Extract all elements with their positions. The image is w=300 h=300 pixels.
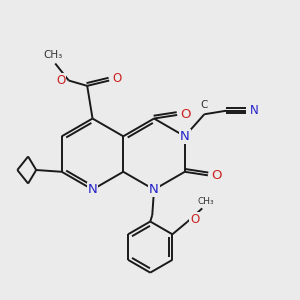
Text: N: N — [88, 183, 98, 196]
Text: O: O — [56, 74, 65, 87]
Text: O: O — [181, 109, 191, 122]
Text: O: O — [190, 213, 199, 226]
Text: CH₃: CH₃ — [198, 196, 214, 206]
Text: O: O — [113, 72, 122, 85]
Text: N: N — [149, 183, 159, 196]
Text: N: N — [250, 104, 259, 117]
Text: CH₃: CH₃ — [44, 50, 63, 60]
Text: O: O — [212, 169, 222, 182]
Text: C: C — [201, 100, 208, 110]
Text: N: N — [180, 130, 190, 143]
